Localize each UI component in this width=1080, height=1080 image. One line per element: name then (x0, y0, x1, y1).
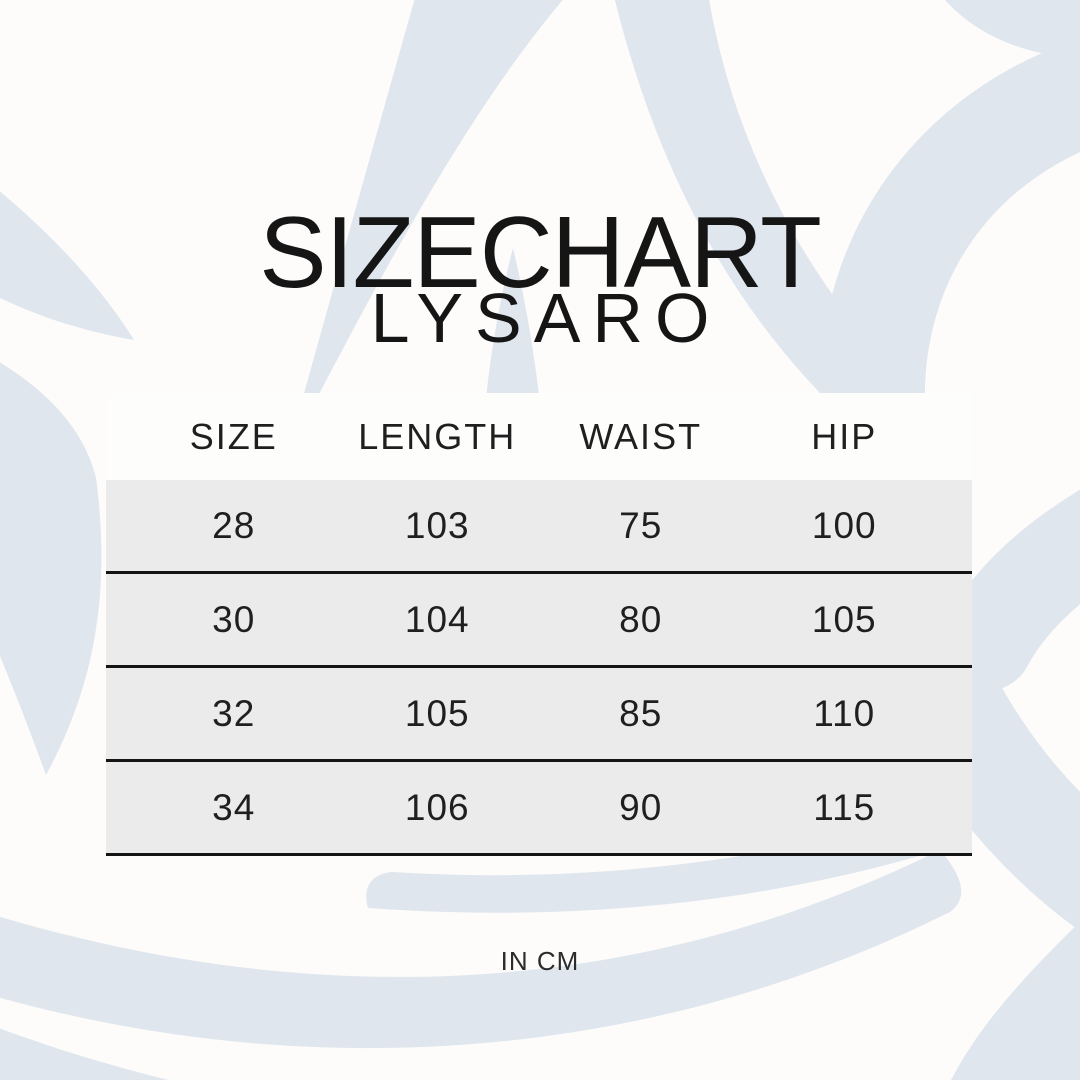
column-header: HIP (811, 415, 878, 457)
table-cell: 34 (212, 786, 256, 828)
column-header: LENGTH (358, 415, 517, 457)
page-title: SIZECHART (259, 197, 822, 309)
table-cell: 115 (813, 786, 876, 828)
column-header: SIZE (189, 415, 278, 457)
table-cell: 110 (813, 692, 876, 734)
title-block: SIZECHART LYSARO (0, 197, 1080, 357)
table-cell: 90 (619, 786, 663, 828)
table-cell: 105 (404, 692, 470, 734)
table-cell: 103 (404, 504, 470, 546)
table-cell: 106 (404, 786, 470, 828)
table-header-row: SIZE LENGTH WAIST HIP (106, 393, 972, 480)
table-cell: 75 (619, 504, 663, 546)
table-cell: 105 (811, 598, 877, 640)
table-row: 28 103 75 100 (106, 480, 972, 574)
table-cell: 85 (619, 692, 663, 734)
brand-subtitle: LYSARO (370, 279, 722, 357)
table-cell: 104 (404, 598, 470, 640)
units-note: IN CM (500, 946, 580, 976)
table-cell: 30 (212, 598, 256, 640)
table-row: 34 106 90 115 (106, 762, 972, 856)
table-cell: 28 (212, 504, 256, 546)
size-table: SIZE LENGTH WAIST HIP 28 103 75 100 30 104 80 105 3… (106, 393, 972, 856)
column-header: WAIST (579, 415, 703, 457)
table-row: 32 105 85 110 (106, 668, 972, 762)
table-row: 30 104 80 105 (106, 574, 972, 668)
table-body: 28 103 75 100 30 104 80 105 32 105 85 110 34 106 90 115 (106, 480, 972, 856)
table-cell: 32 (212, 692, 256, 734)
table-cell: 100 (811, 504, 877, 546)
table-cell: 80 (619, 598, 663, 640)
